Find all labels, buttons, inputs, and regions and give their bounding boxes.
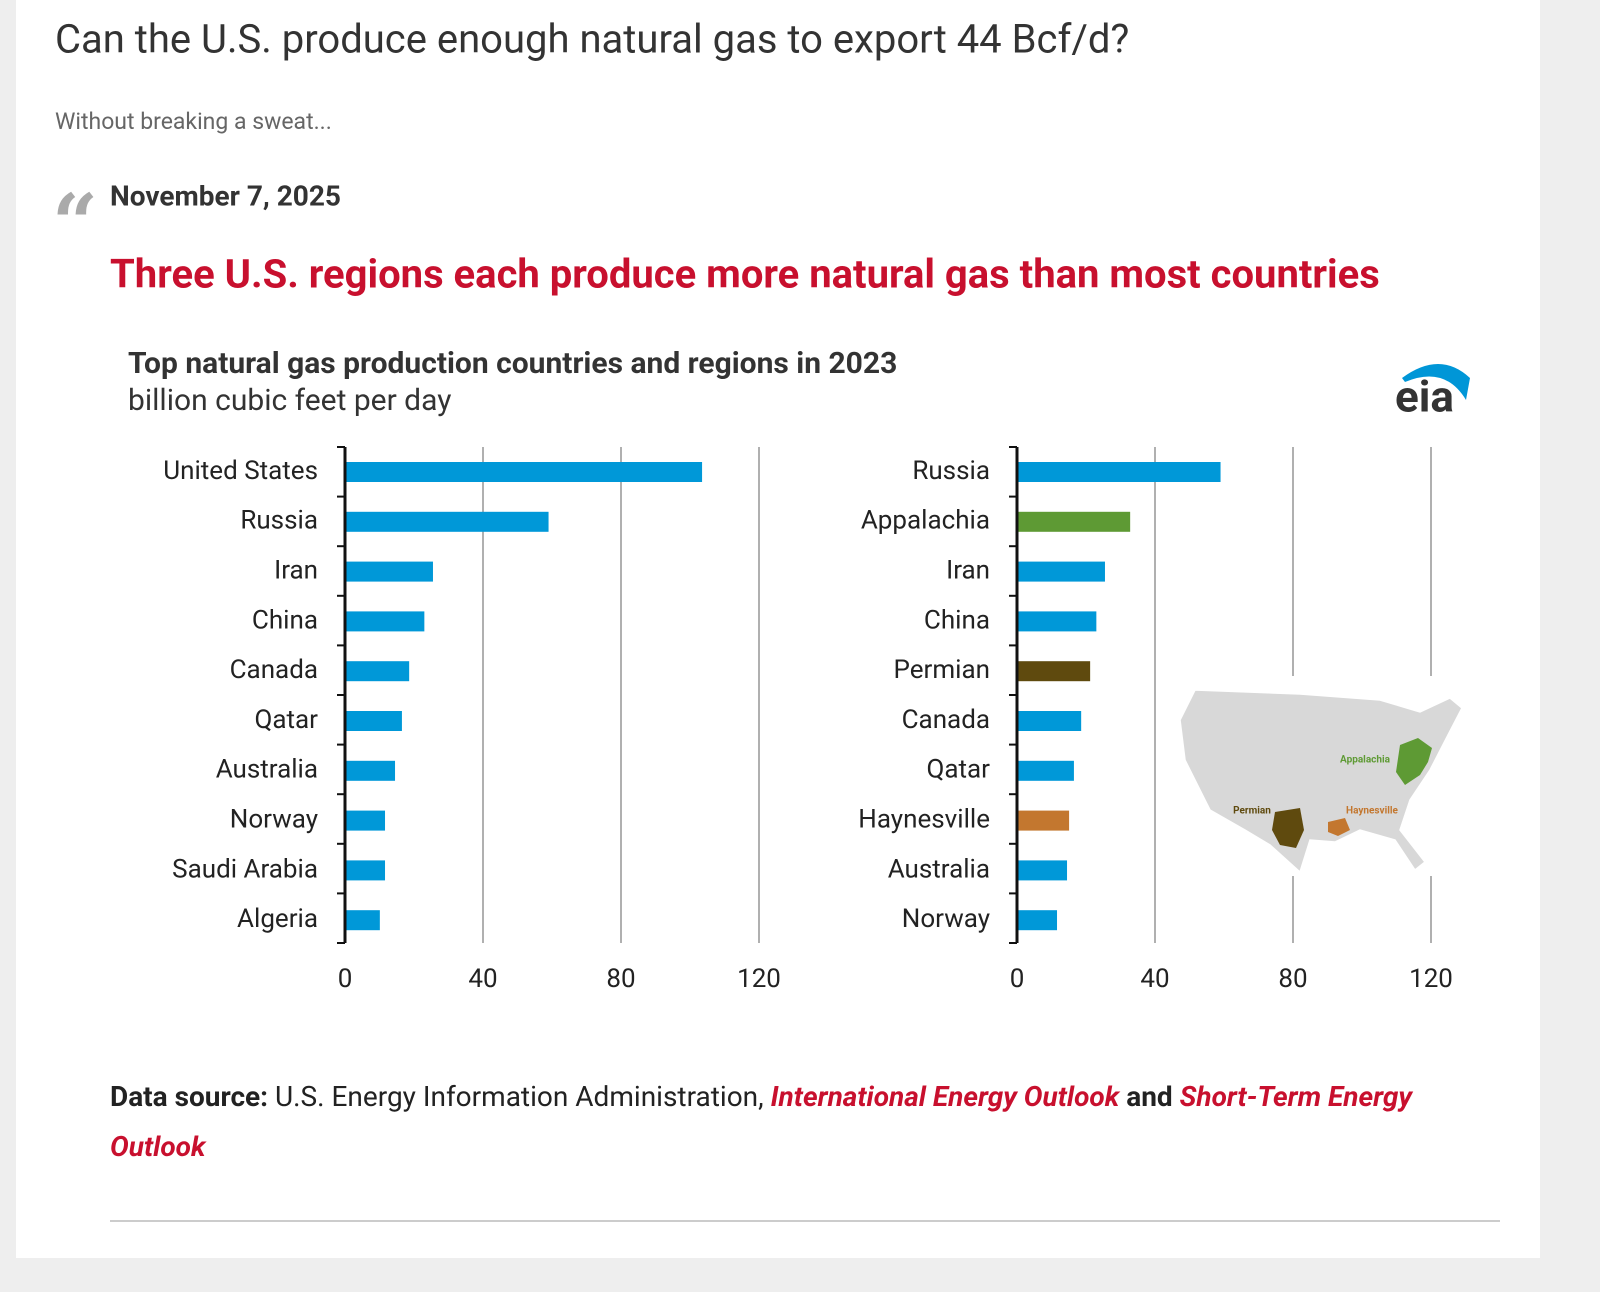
map: Appalachia Permian Haynesville bbox=[1175, 676, 1470, 876]
x-tick-label: 120 bbox=[1409, 964, 1453, 994]
y-tick-label: Qatar bbox=[255, 705, 319, 735]
y-tick-label: China bbox=[252, 605, 318, 635]
y-tick-label: Norway bbox=[230, 804, 318, 834]
y-tick-label: Canada bbox=[902, 705, 990, 735]
y-tick-label: United States bbox=[163, 456, 318, 486]
bar bbox=[1017, 511, 1131, 532]
source-note: Data source: U.S. Energy Information Adm… bbox=[110, 1072, 1510, 1172]
subtitle: Without breaking a sweat... bbox=[55, 108, 332, 135]
y-tick-label: Iran bbox=[946, 555, 990, 585]
bar bbox=[1017, 611, 1097, 632]
permian-region bbox=[1272, 808, 1304, 848]
page-title: Can the U.S. produce enough natural gas … bbox=[55, 16, 1129, 63]
bar bbox=[345, 711, 402, 731]
bar bbox=[345, 661, 410, 682]
y-tick-label: Algeria bbox=[237, 904, 318, 934]
source-label: Data source: bbox=[110, 1080, 269, 1113]
x-tick-label: 0 bbox=[1010, 964, 1025, 994]
y-tick-label: Saudi Arabia bbox=[172, 854, 318, 884]
bar bbox=[1017, 561, 1105, 582]
bar bbox=[1017, 810, 1070, 831]
bar bbox=[1017, 910, 1058, 931]
bar bbox=[1017, 711, 1082, 731]
y-tick-label: Canada bbox=[230, 655, 318, 685]
us-map bbox=[1179, 689, 1463, 874]
appalachia-region bbox=[1396, 738, 1432, 785]
map-label: Haynesville bbox=[1346, 806, 1399, 817]
y-tick-label: Russia bbox=[912, 456, 990, 486]
x-tick-label: 40 bbox=[1140, 964, 1169, 994]
bar bbox=[345, 561, 433, 582]
source-text: U.S. Energy Information Administration, bbox=[268, 1080, 771, 1113]
bar bbox=[345, 860, 386, 881]
x-tick-label: 0 bbox=[338, 964, 353, 994]
figure-title: Top natural gas production countries and… bbox=[128, 346, 897, 381]
bar bbox=[345, 910, 380, 931]
bar bbox=[1017, 462, 1221, 482]
haynesville-region bbox=[1328, 818, 1350, 836]
y-tick-label: Appalachia bbox=[861, 506, 990, 536]
y-tick-label: Norway bbox=[902, 904, 990, 934]
article-card bbox=[16, 0, 1540, 1258]
link[interactable]: Short-Term Energy Outlook bbox=[110, 1080, 1413, 1163]
charts: 0 40 80 120 United States Russia Iran China Cana… bbox=[163, 446, 1453, 994]
y-tick-label: Permian bbox=[894, 655, 990, 685]
y-tick-label: Australia bbox=[888, 854, 990, 884]
bar bbox=[345, 810, 386, 831]
y-tick-label: Qatar bbox=[927, 755, 991, 785]
x-tick-label: 80 bbox=[1278, 964, 1307, 994]
bar bbox=[345, 760, 396, 781]
x-tick-label: 80 bbox=[606, 964, 635, 994]
logo-swoosh bbox=[1402, 364, 1470, 400]
bar bbox=[345, 611, 425, 632]
y-tick-label: Russia bbox=[240, 506, 318, 536]
logo: eia bbox=[1395, 371, 1454, 423]
figure-unit: billion cubic feet per day bbox=[128, 383, 451, 418]
bar bbox=[1017, 760, 1074, 781]
map-label: Appalachia bbox=[1340, 755, 1391, 766]
y-tick-label: Australia bbox=[216, 755, 318, 785]
x-tick-label: 120 bbox=[737, 964, 781, 994]
link[interactable]: International Energy Outlook bbox=[770, 1080, 1120, 1113]
quote-icon: “ bbox=[52, 176, 98, 270]
y-tick-label: Haynesville bbox=[858, 804, 990, 834]
bar bbox=[345, 511, 549, 532]
y-tick-label: China bbox=[924, 605, 990, 635]
x-tick-label: 40 bbox=[468, 964, 497, 994]
bar bbox=[1017, 661, 1091, 682]
source-text: and bbox=[1119, 1080, 1180, 1113]
headline: Three U.S. regions each produce more nat… bbox=[110, 251, 1380, 298]
map-label: Permian bbox=[1233, 806, 1271, 817]
date: November 7, 2025 bbox=[110, 179, 341, 212]
bar bbox=[1017, 860, 1068, 881]
y-tick-label: Iran bbox=[274, 555, 318, 585]
bar bbox=[345, 462, 703, 482]
